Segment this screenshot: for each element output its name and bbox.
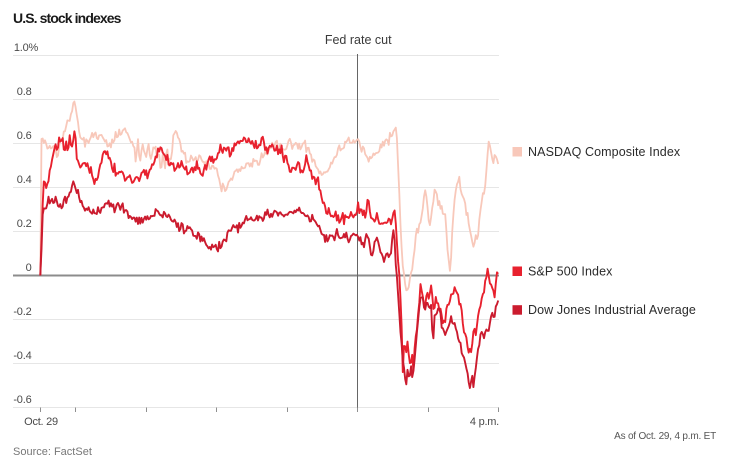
svg-text:Fed rate cut: Fed rate cut	[325, 33, 392, 47]
svg-text:Oct. 29: Oct. 29	[24, 416, 58, 428]
svg-text:U.S. stock indexes: U.S. stock indexes	[13, 10, 122, 26]
svg-text:0.8: 0.8	[17, 86, 32, 98]
svg-text:S&P 500 Index: S&P 500 Index	[528, 265, 613, 279]
svg-text:0: 0	[26, 262, 32, 274]
svg-text:Source: FactSet: Source: FactSet	[13, 446, 92, 458]
svg-text:0.6: 0.6	[17, 130, 32, 142]
svg-text:4 p.m.: 4 p.m.	[470, 416, 499, 428]
svg-text:Dow Jones Industrial Average: Dow Jones Industrial Average	[528, 303, 696, 317]
svg-text:0.2: 0.2	[17, 218, 32, 230]
svg-text:1.0%: 1.0%	[14, 42, 39, 54]
svg-text:NASDAQ Composite Index: NASDAQ Composite Index	[528, 145, 681, 159]
svg-text:0.4: 0.4	[17, 174, 32, 186]
svg-text:-0.4: -0.4	[13, 350, 31, 362]
svg-text:-0.6: -0.6	[13, 394, 31, 406]
svg-text:As of Oct. 29, 4 p.m. ET: As of Oct. 29, 4 p.m. ET	[614, 431, 716, 442]
svg-text:-0.2: -0.2	[13, 306, 31, 318]
